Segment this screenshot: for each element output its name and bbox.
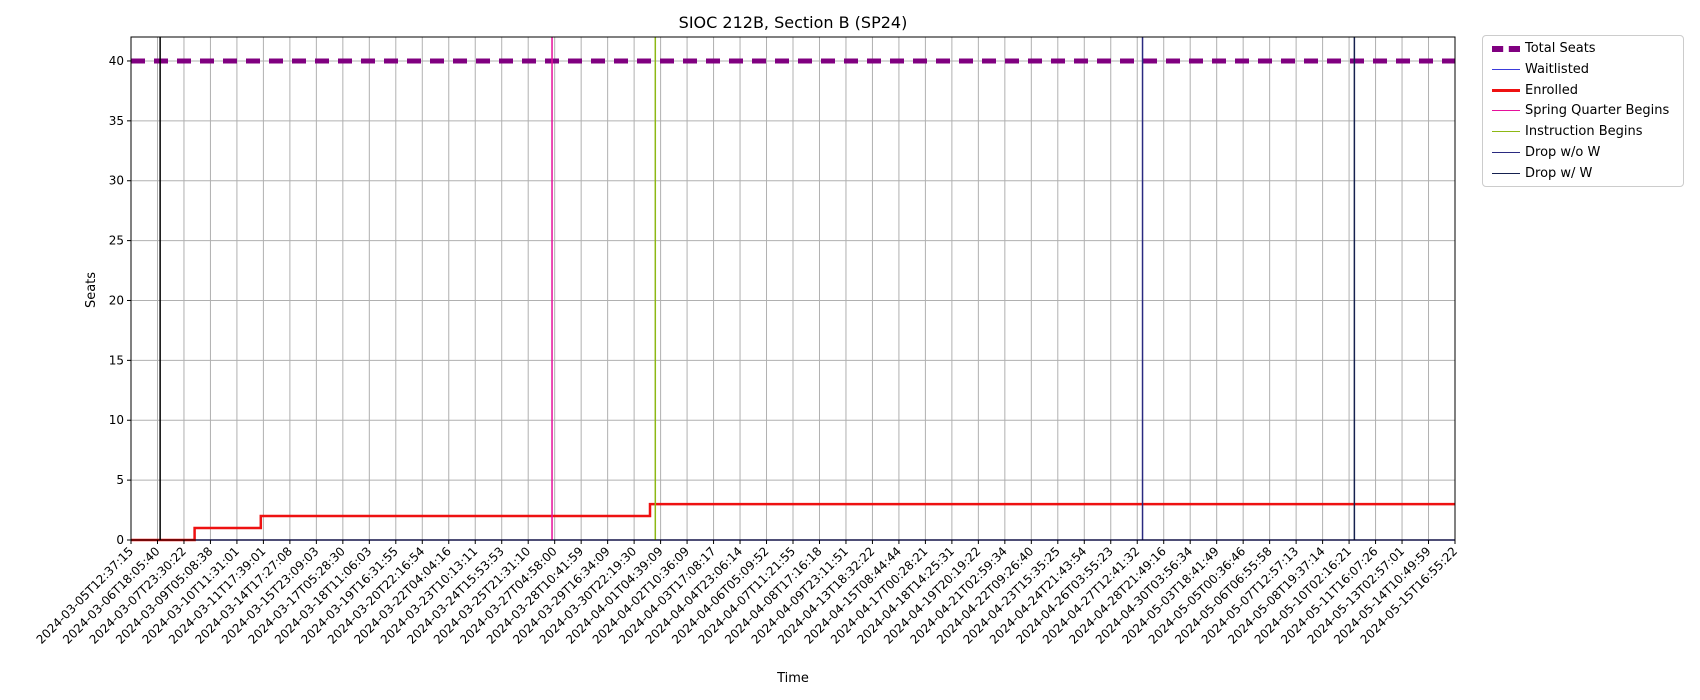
legend-swatch	[1492, 46, 1520, 52]
legend: Total Seats Waitlisted Enrolled Spring Quar…	[1482, 35, 1684, 187]
plot-frame	[130, 36, 1456, 541]
legend-label: Instruction Begins	[1525, 124, 1643, 140]
legend-item: Instruction Begins	[1483, 122, 1683, 142]
legend-label: Drop w/ W	[1525, 165, 1593, 181]
legend-label: Enrolled	[1525, 82, 1578, 98]
legend-item: Total Seats	[1483, 39, 1683, 59]
legend-swatch	[1492, 110, 1520, 112]
y-tick-label: 35	[109, 114, 124, 128]
y-tick-label: 25	[109, 234, 124, 248]
y-tick-label: 10	[109, 413, 124, 427]
legend-item: Drop w/o W	[1483, 143, 1683, 163]
legend-swatch	[1492, 172, 1520, 174]
legend-swatch	[1492, 88, 1520, 92]
legend-item: Spring Quarter Begins	[1483, 101, 1683, 121]
y-tick-label: 0	[116, 533, 124, 547]
axes: 2024-03-05T12:37:152024-03-06T18:05:4020…	[34, 36, 1460, 647]
grid	[130, 37, 1456, 541]
legend-swatch	[1492, 152, 1520, 153]
y-tick-label: 20	[109, 293, 124, 307]
legend-label: Spring Quarter Begins	[1525, 103, 1670, 119]
legend-item: Waitlisted	[1483, 60, 1683, 80]
x-axis-label: Time	[776, 671, 809, 686]
legend-label: Drop w/o W	[1525, 145, 1601, 160]
legend-item: Drop w/ W	[1483, 164, 1683, 184]
y-tick-label: 40	[109, 54, 124, 68]
legend-swatch	[1492, 131, 1520, 133]
chart-title: SIOC 212B, Section B (SP24)	[679, 13, 908, 32]
y-tick-label: 15	[109, 353, 124, 367]
y-tick-label: 30	[109, 174, 124, 188]
series-enrolled	[131, 502, 1455, 542]
legend-swatch	[1492, 68, 1520, 70]
legend-item: Enrolled	[1483, 81, 1683, 101]
legend-label: Total Seats	[1525, 41, 1596, 56]
legend-label: Waitlisted	[1525, 61, 1590, 77]
y-tick-label: 5	[116, 473, 124, 487]
y-axis-label: Seats	[84, 272, 99, 308]
